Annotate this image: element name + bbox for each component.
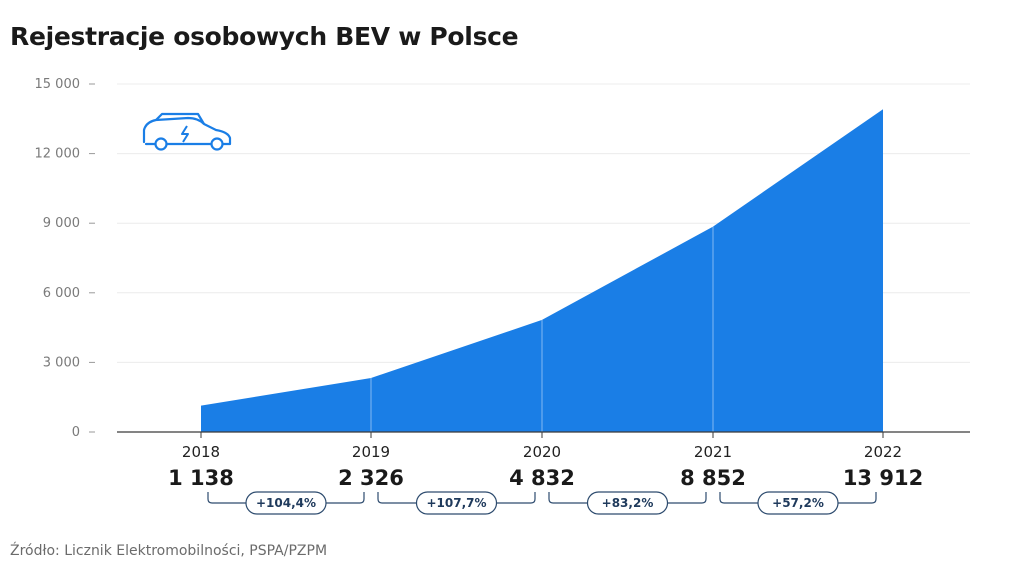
- growth-pill: [586, 491, 669, 515]
- y-tick-label: 0: [72, 425, 80, 440]
- data-label: 1 138: [168, 466, 234, 490]
- growth-pill: [415, 491, 498, 515]
- axes: 0 3 000 6 000 9 000 12 000 15 000: [35, 77, 970, 440]
- electric-car-icon: [142, 112, 232, 151]
- growth-brackets: +104,4% +107,7% +83,2% +57,2%: [207, 491, 877, 515]
- y-tick-label: 6 000: [43, 286, 80, 301]
- x-tick-label: 2020: [523, 443, 561, 461]
- y-tick-label: 12 000: [35, 147, 81, 162]
- x-tick-label: 2022: [864, 443, 902, 461]
- source-note: Źródło: Licznik Elektromobilności, PSPA/…: [10, 543, 328, 559]
- growth-label: +107,7%: [426, 496, 486, 510]
- data-label: 4 832: [509, 466, 575, 490]
- x-tick-label: 2021: [694, 443, 732, 461]
- chart-title: Rejestracje osobowych BEV w Polsce: [10, 22, 519, 51]
- y-tick-label: 15 000: [35, 77, 81, 92]
- data-label: 13 912: [843, 466, 923, 490]
- y-tick-label: 9 000: [43, 216, 80, 231]
- x-tick-label: 2019: [352, 443, 390, 461]
- data-label: 2 326: [338, 466, 404, 490]
- area-fill: [201, 109, 883, 432]
- growth-label: +57,2%: [772, 496, 824, 510]
- area-series: [201, 109, 883, 432]
- growth-pill: [245, 491, 327, 515]
- x-tick-label: 2018: [182, 443, 220, 461]
- data-labels: 2018 1 138 2019 2 326 2020 4 832 2021 8 852 2022…: [168, 443, 923, 490]
- data-label: 8 852: [680, 466, 746, 490]
- growth-pill: [757, 491, 839, 515]
- growth-label: +83,2%: [602, 496, 654, 510]
- growth-label: +104,4%: [256, 496, 316, 510]
- y-tick-label: 3 000: [43, 355, 80, 370]
